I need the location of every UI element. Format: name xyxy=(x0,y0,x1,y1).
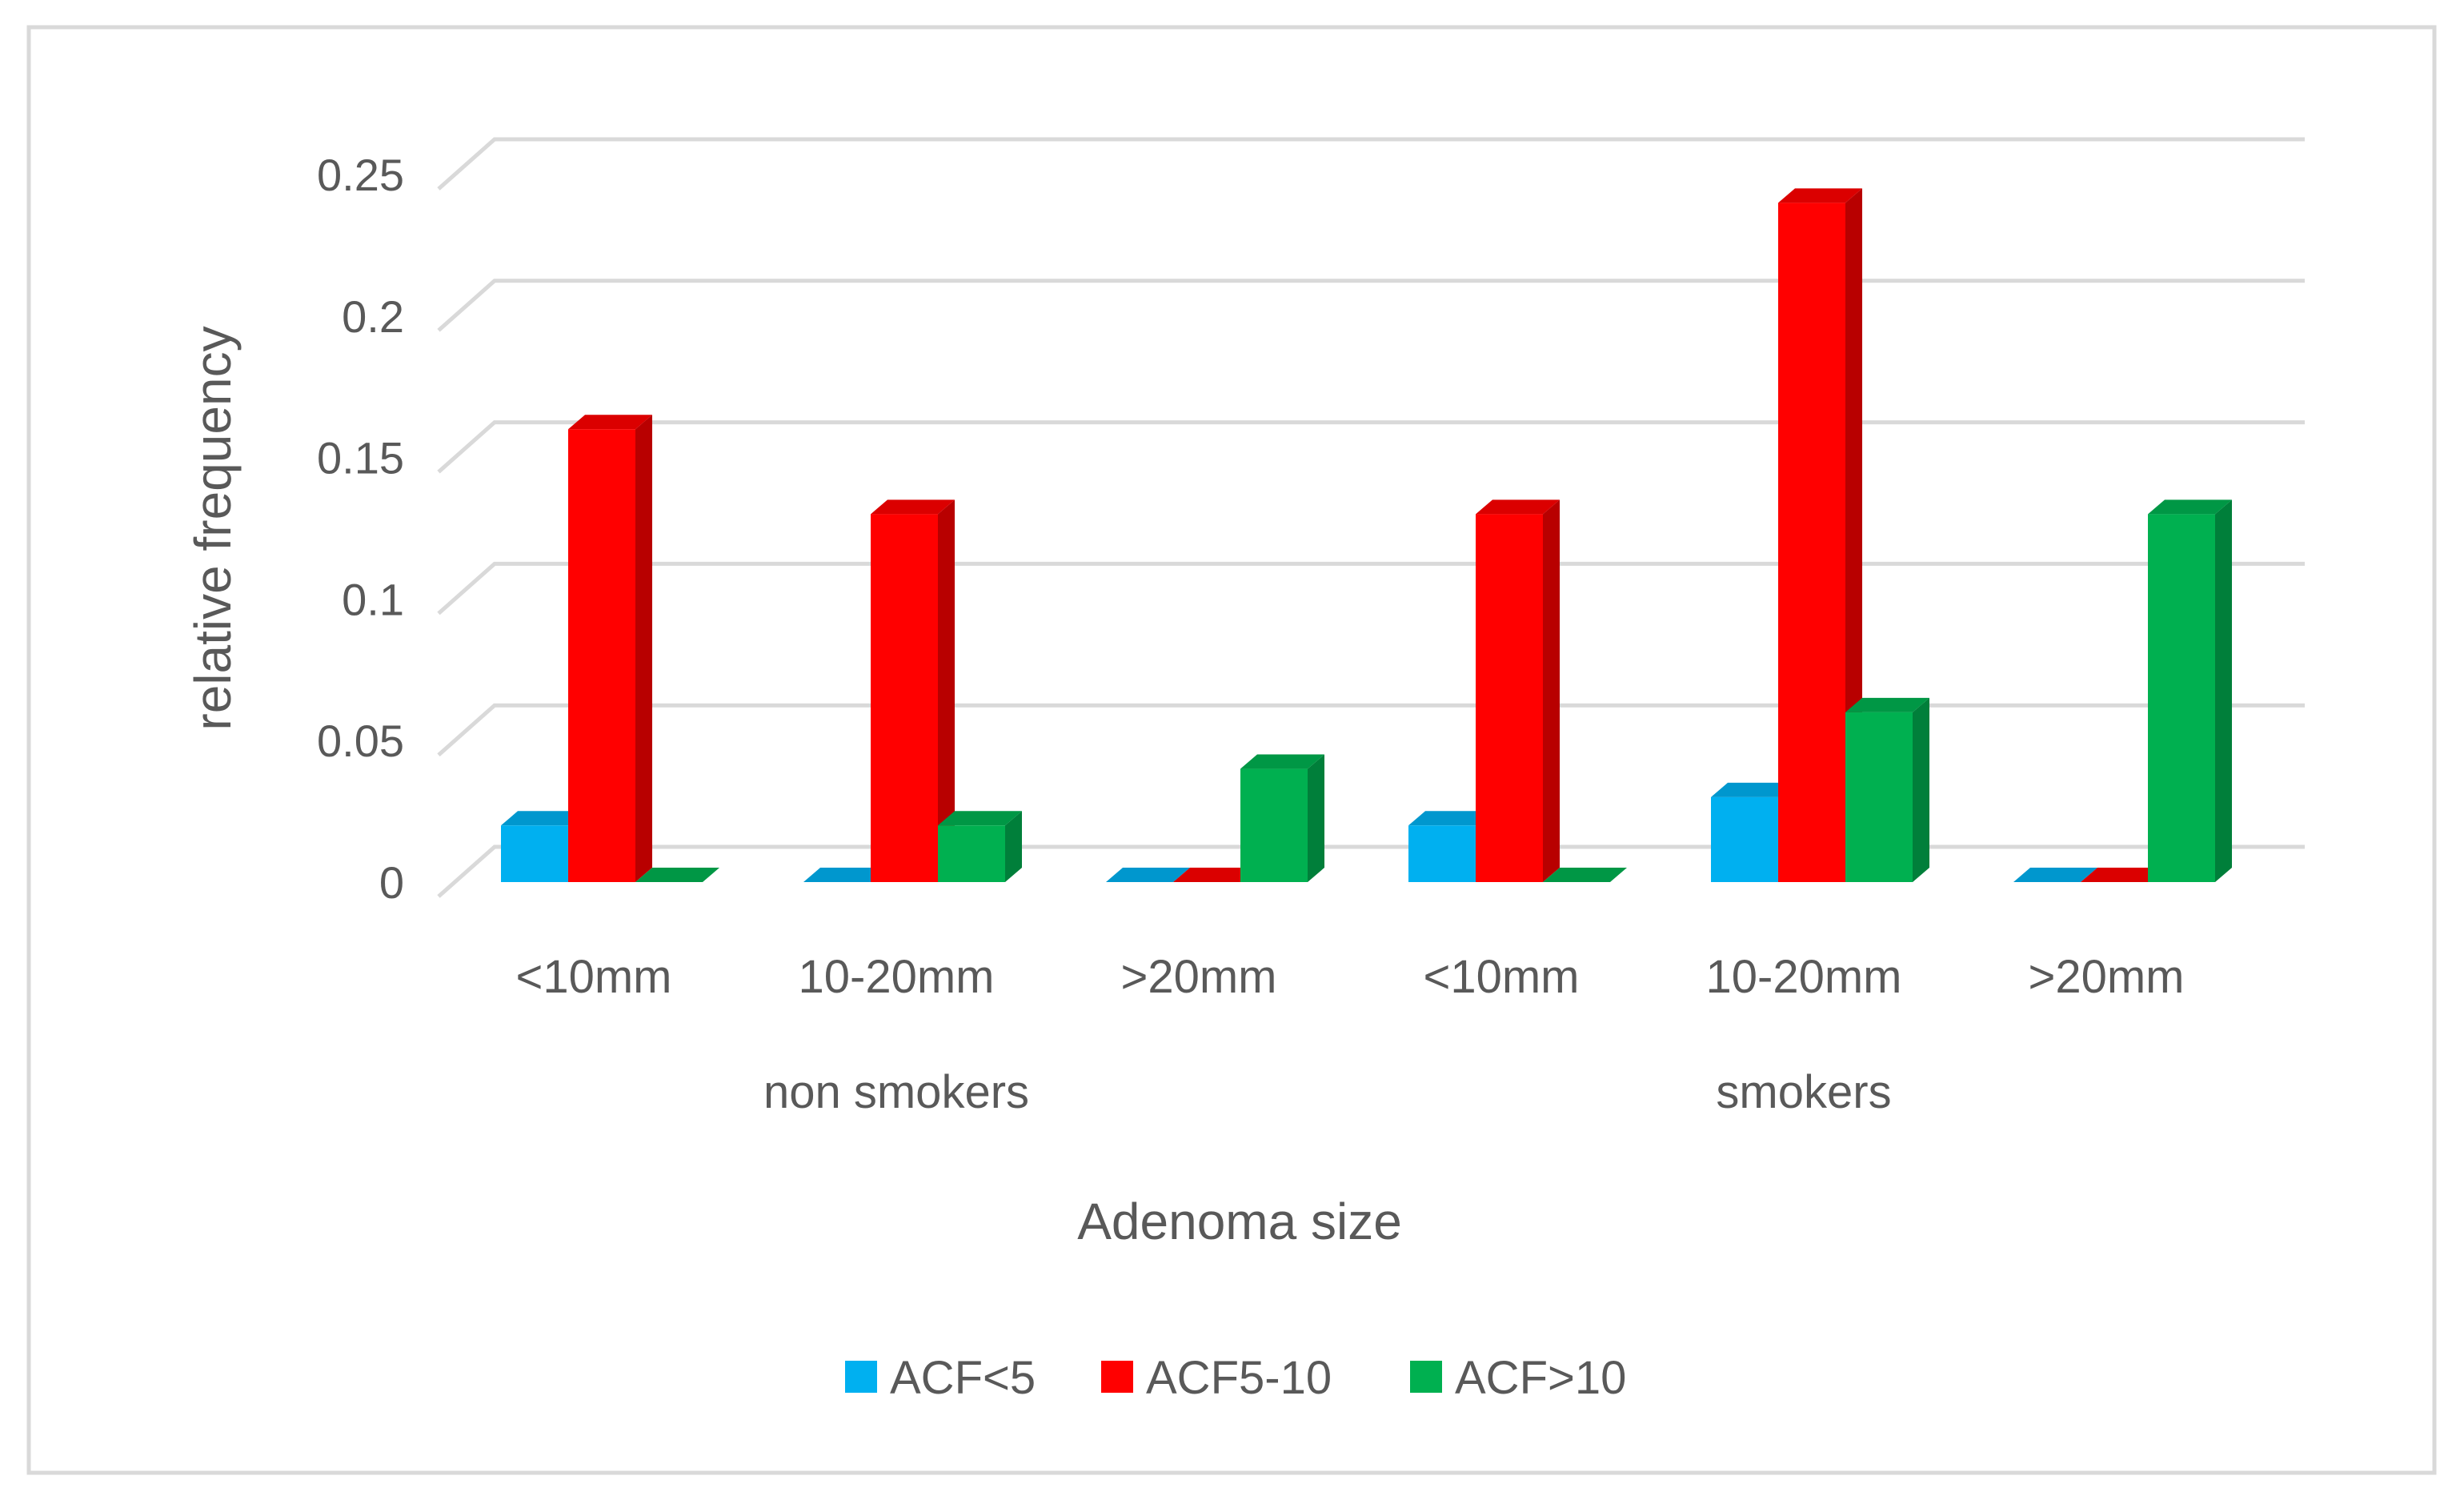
bar xyxy=(938,811,1022,882)
bar-top xyxy=(1240,754,1324,769)
bar-side xyxy=(1308,754,1324,882)
gridline xyxy=(437,420,2305,474)
bar xyxy=(2148,499,2232,882)
bar-side xyxy=(1543,499,1560,882)
x-axis-ticks: <10mm 10-20mm >20mm <10mm 10-20mm >20mm xyxy=(515,951,2184,1003)
bar-front xyxy=(871,514,938,882)
bar-front xyxy=(1476,514,1543,882)
bar-top xyxy=(1778,188,1862,203)
legend-swatch xyxy=(845,1361,877,1393)
legend-label: ACF5-10 xyxy=(1146,1352,1332,1404)
y-axis-ticks: 0 0.05 0.1 0.15 0.2 0.25 xyxy=(317,150,404,908)
x-tick-label: >20mm xyxy=(1120,951,1276,1003)
legend-label: ACF>10 xyxy=(1455,1352,1626,1404)
y-tick-label: 0.15 xyxy=(317,433,404,483)
bar-top xyxy=(568,415,652,430)
bar-top xyxy=(803,868,887,882)
bar-top xyxy=(1408,811,1492,826)
bar xyxy=(1240,754,1324,882)
bar xyxy=(635,868,719,882)
group-label: smokers xyxy=(1716,1066,1891,1118)
legend-label: ACF<5 xyxy=(890,1352,1036,1404)
group-labels: non smokers smokers xyxy=(763,1066,1892,1118)
y-tick-label: 0.05 xyxy=(317,716,404,766)
bar xyxy=(871,499,955,882)
bar-top xyxy=(501,811,585,826)
gridline xyxy=(437,279,2305,332)
legend-item: ACF<5 xyxy=(845,1352,1036,1404)
bar-top xyxy=(938,811,1022,826)
bar-front xyxy=(938,825,1005,882)
gridline xyxy=(437,137,2305,191)
gridlines xyxy=(437,137,2305,898)
bar-front xyxy=(1408,825,1476,882)
bar-side xyxy=(2215,499,2232,882)
chart-border xyxy=(26,25,2437,1475)
bar xyxy=(568,415,652,882)
x-tick-label: <10mm xyxy=(515,951,671,1003)
bar-front xyxy=(1778,203,1845,883)
bar-front xyxy=(501,825,568,882)
bar-top xyxy=(1106,868,1190,882)
x-tick-label: 10-20mm xyxy=(1706,951,1902,1003)
x-tick-label: 10-20mm xyxy=(799,951,995,1003)
x-axis-title: Adenoma size xyxy=(1077,1193,1402,1250)
bar-top xyxy=(635,868,719,882)
bar-front xyxy=(2148,514,2215,882)
x-tick-label: <10mm xyxy=(1423,951,1579,1003)
bar xyxy=(1173,868,1257,882)
bar xyxy=(803,868,887,882)
bar-side xyxy=(1005,811,1022,882)
bar xyxy=(1845,697,1929,882)
bar xyxy=(1106,868,1190,882)
y-axis-title: relative frequency xyxy=(184,326,242,730)
y-tick-label: 0.25 xyxy=(317,150,404,200)
bar-top xyxy=(1711,782,1795,797)
bar-top xyxy=(1173,868,1257,882)
legend: ACF<5 ACF5-10 ACF>10 xyxy=(845,1352,1626,1404)
bar xyxy=(2013,868,2097,882)
bar-top xyxy=(2013,868,2097,882)
gridline xyxy=(437,703,2305,757)
bar-side xyxy=(1913,697,1929,882)
bar xyxy=(1476,499,1560,882)
bar-front xyxy=(568,429,635,882)
y-tick-label: 0.2 xyxy=(342,291,404,342)
bar xyxy=(1543,868,1627,882)
legend-swatch xyxy=(1410,1361,1442,1393)
x-tick-label: >20mm xyxy=(2028,951,2184,1003)
y-tick-label: 0.1 xyxy=(342,574,404,624)
y-tick-label: 0 xyxy=(379,857,404,908)
bar-top xyxy=(1543,868,1627,882)
bar-top xyxy=(1476,499,1560,515)
bar-top xyxy=(2081,868,2165,882)
legend-item: ACF>10 xyxy=(1410,1352,1626,1404)
bars xyxy=(501,188,2232,883)
legend-swatch xyxy=(1101,1361,1133,1393)
gridline xyxy=(437,844,2305,898)
bar xyxy=(2081,868,2165,882)
bar-front xyxy=(1240,768,1308,882)
bar-top xyxy=(871,499,955,515)
bar-side xyxy=(938,499,955,882)
bar-side xyxy=(635,415,652,882)
bar-front xyxy=(1845,712,1913,882)
bar-top xyxy=(2148,499,2232,515)
bar-front xyxy=(1711,796,1778,882)
group-label: non smokers xyxy=(763,1066,1029,1118)
bar-top xyxy=(1845,697,1929,712)
gridline xyxy=(437,561,2305,616)
legend-item: ACF5-10 xyxy=(1101,1352,1332,1404)
